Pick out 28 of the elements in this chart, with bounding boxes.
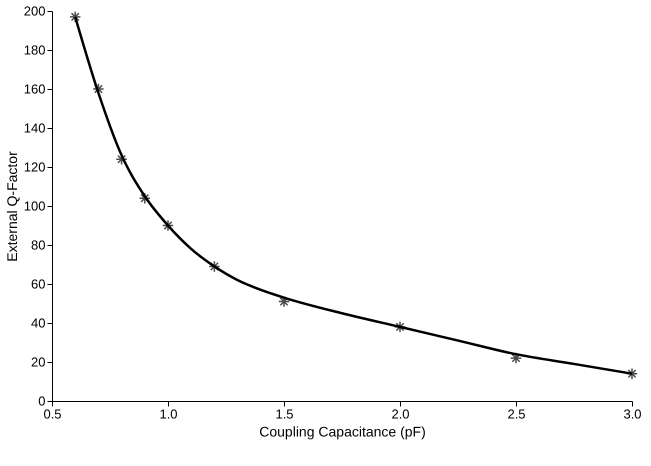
point [92, 83, 104, 95]
y-tick-label: 200 [24, 4, 46, 18]
y-tick-label: 180 [24, 42, 46, 58]
y-tick-label: 0 [38, 394, 46, 408]
y-tick-label: 160 [24, 82, 46, 96]
x-tick-label: 2.0 [391, 406, 410, 422]
point [69, 10, 82, 23]
point [394, 320, 406, 333]
y-tick-label: 40 [31, 316, 46, 330]
point [162, 220, 174, 232]
y-tick-label: 120 [24, 160, 46, 174]
point [626, 368, 638, 380]
y-tick-label: 100 [24, 198, 46, 214]
point [138, 192, 151, 204]
y-tick-label: 20 [31, 354, 46, 370]
y-axis-title: External Q-Factor [4, 150, 20, 262]
point [208, 260, 220, 272]
x-tick-label: 3.0 [623, 406, 642, 422]
x-axis-title: Coupling Capacitance (pF) [259, 424, 426, 440]
point [278, 296, 290, 308]
x-tick-label: 0.5 [43, 406, 62, 422]
y-tick-label: 80 [31, 238, 46, 252]
x-tick-label: 1.5 [275, 406, 294, 422]
y-tick-label: 60 [31, 276, 46, 292]
point [510, 352, 522, 364]
x-tick-label: 1.0 [159, 406, 178, 422]
x-tick-label: 2.5 [507, 406, 526, 422]
y-tick-label: 140 [24, 120, 46, 136]
